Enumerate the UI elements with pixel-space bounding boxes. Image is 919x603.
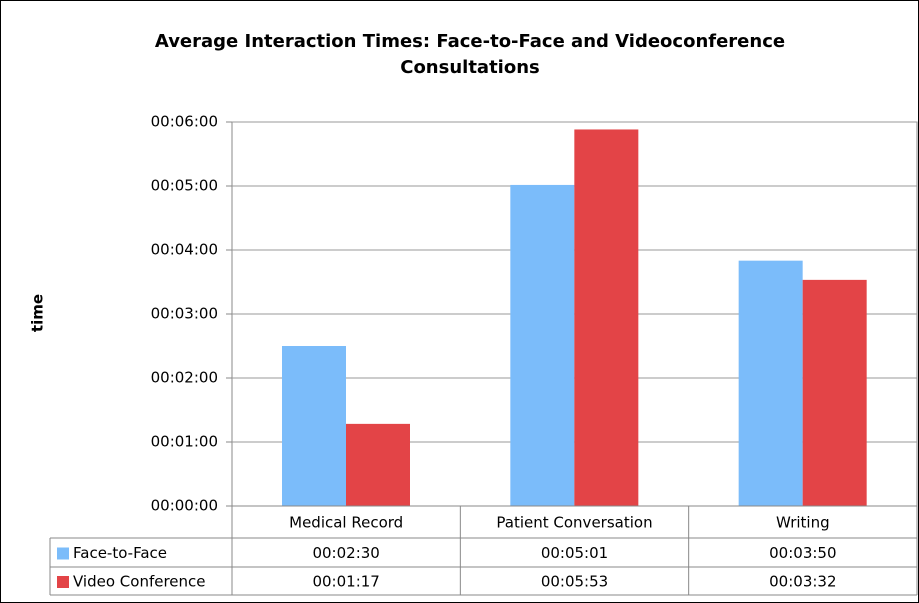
- y-tick-label: 00:05:00: [151, 177, 218, 195]
- bar: [346, 423, 410, 506]
- bar: [574, 129, 639, 506]
- bar: [510, 184, 575, 506]
- legend-label: Video Conference: [73, 573, 206, 591]
- legend-swatch: [57, 547, 69, 560]
- data-label: 00:03:32: [769, 573, 836, 591]
- data-label: 00:01:17: [312, 573, 379, 591]
- y-axis-label: time: [29, 294, 47, 332]
- bar: [738, 260, 803, 506]
- legend-swatch: [57, 576, 69, 588]
- x-tick-label: Patient Conversation: [496, 514, 652, 532]
- bar: [282, 346, 346, 506]
- y-tick-label: 00:04:00: [151, 241, 218, 259]
- bar: [802, 279, 867, 506]
- data-label: 00:03:50: [769, 544, 836, 562]
- y-tick-label: 00:02:00: [151, 369, 218, 387]
- x-tick-label: Medical Record: [289, 514, 403, 532]
- legend-label: Face-to-Face: [73, 544, 167, 562]
- y-tick-label: 00:03:00: [151, 305, 218, 323]
- y-tick-label: 00:06:00: [151, 113, 218, 131]
- data-label: 00:05:01: [541, 544, 608, 562]
- chart-title: Average Interaction Times: Face-to-Face …: [155, 31, 785, 78]
- y-tick-label: 00:00:00: [151, 497, 218, 515]
- x-tick-label: Writing: [776, 514, 830, 532]
- data-label: 00:05:53: [541, 573, 608, 591]
- y-tick-label: 00:01:00: [151, 433, 218, 451]
- data-label: 00:02:30: [312, 544, 379, 562]
